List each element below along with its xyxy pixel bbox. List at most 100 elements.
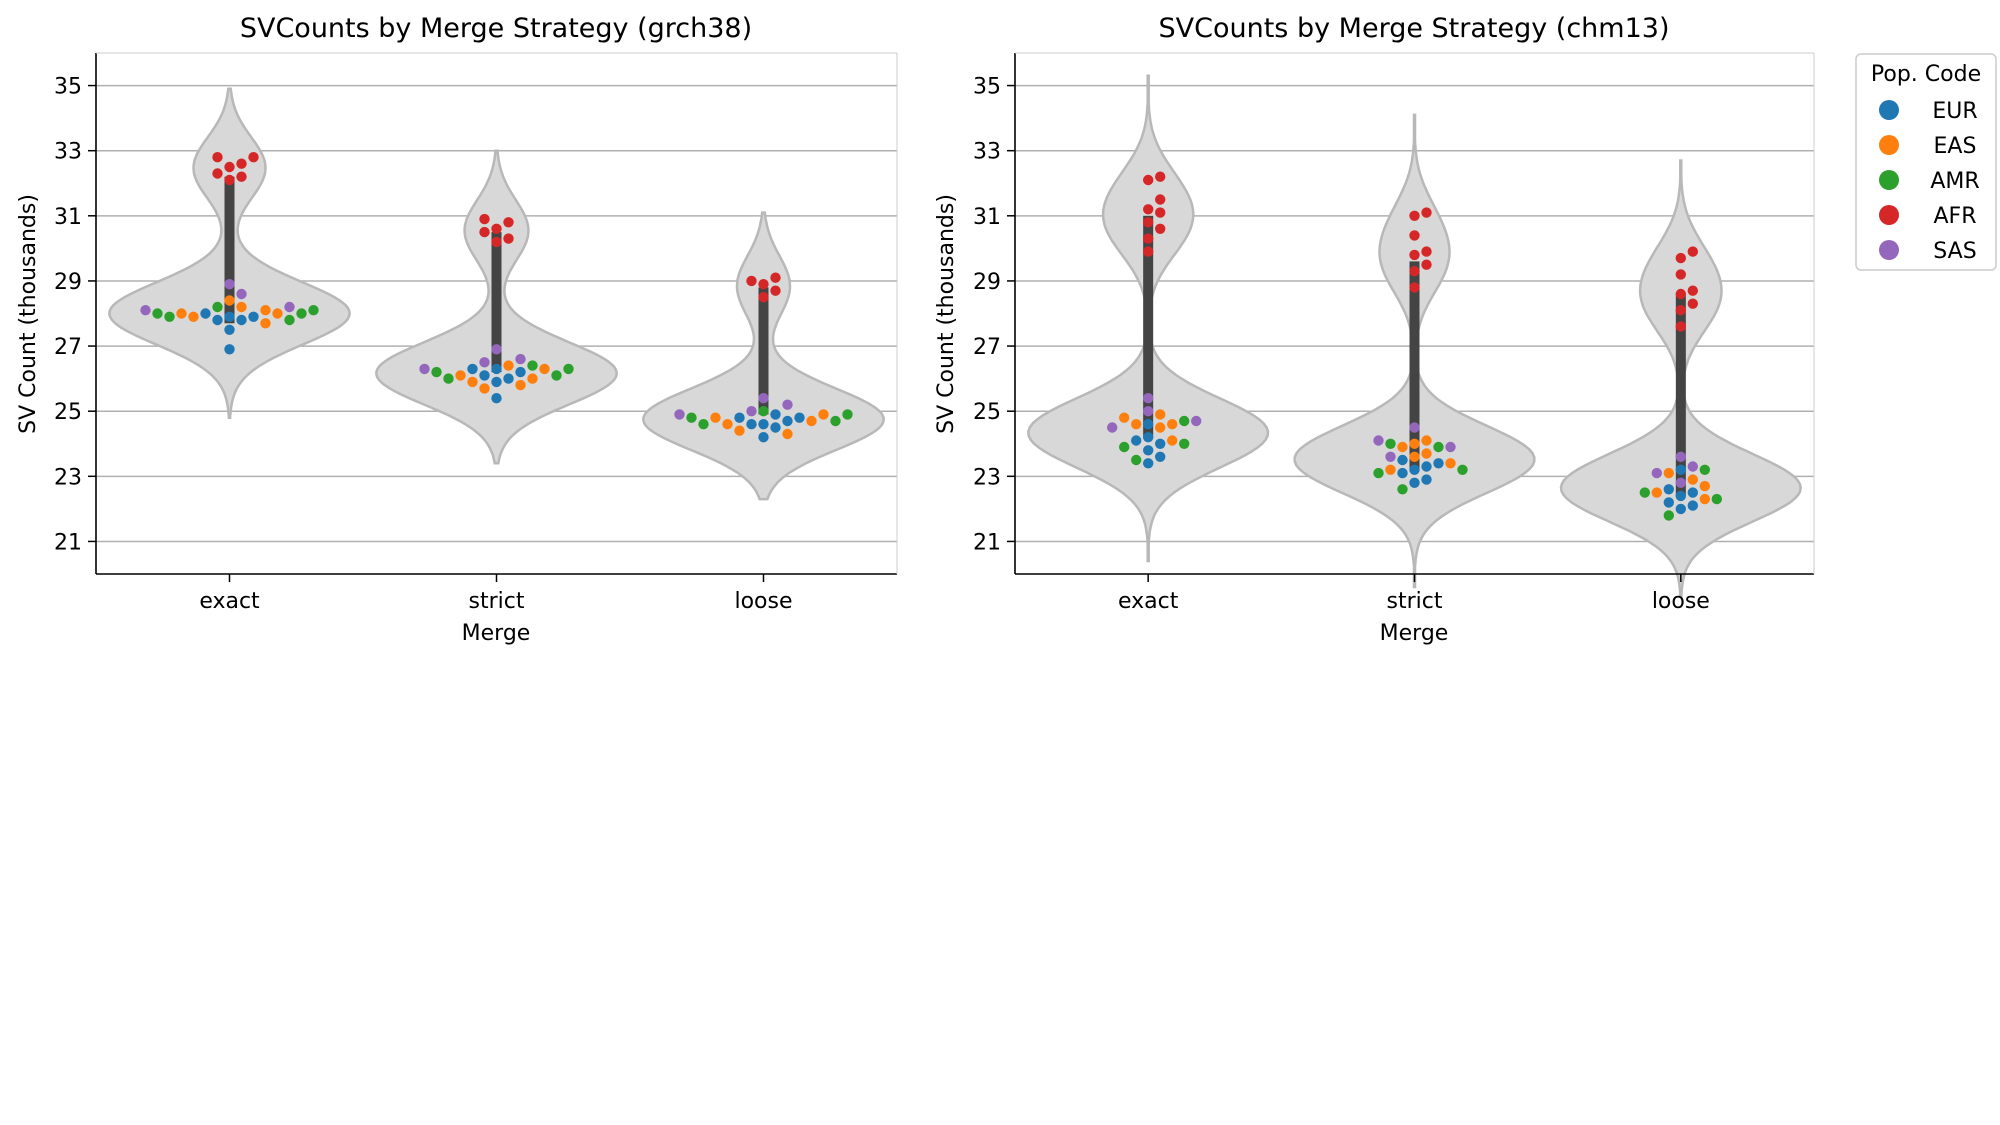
data-point-afr xyxy=(1409,210,1420,221)
data-point-sas xyxy=(1385,451,1396,462)
data-point-sas xyxy=(515,353,526,365)
data-point-eas xyxy=(1409,438,1420,449)
data-point-eur xyxy=(224,324,235,335)
data-point-afr xyxy=(1155,194,1166,205)
data-point-eur xyxy=(1675,503,1687,515)
chart-panel-right: 21 23 25 27 29 31 33 35 exact strict loose SVCount… xyxy=(934,13,1815,646)
data-point-amr xyxy=(1397,484,1408,495)
data-point-amr xyxy=(686,412,697,423)
data-point-eur xyxy=(770,409,781,420)
data-point-eas xyxy=(467,376,478,388)
data-point-eur xyxy=(794,412,805,423)
data-point-eas xyxy=(1385,464,1396,475)
data-point-eur xyxy=(758,419,769,430)
data-point-eur xyxy=(1131,435,1142,446)
data-point-eas xyxy=(1131,419,1142,430)
legend-title: Pop. Code xyxy=(1871,62,1981,87)
data-point-sas xyxy=(224,279,235,290)
data-point-eas xyxy=(1663,467,1675,479)
y-tick-label: 21 xyxy=(54,530,82,555)
data-point-eas xyxy=(1699,493,1711,505)
data-point-sas xyxy=(1651,467,1663,479)
data-point-eur xyxy=(491,393,502,404)
x-axis-label: Merge xyxy=(462,621,531,646)
data-point-afr xyxy=(770,285,781,296)
data-point-eas xyxy=(1155,409,1166,420)
data-point-eas xyxy=(176,308,187,319)
data-point-amr xyxy=(1179,438,1190,449)
data-point-sas xyxy=(1675,477,1687,488)
axes xyxy=(1007,52,1815,582)
data-point-eas xyxy=(1421,435,1432,446)
data-point-afr xyxy=(491,223,502,234)
chart-title: SVCounts by Merge Strategy (grch38) xyxy=(240,13,752,44)
data-point-eur xyxy=(1663,497,1675,508)
violin-box-loose xyxy=(1675,293,1686,496)
legend-marker-eas xyxy=(1879,135,1899,155)
y-tick-label: 35 xyxy=(54,75,82,100)
x-tick-label: exact xyxy=(199,589,260,614)
data-point-amr xyxy=(698,419,709,430)
data-point-sas xyxy=(1675,451,1687,462)
data-point-sas xyxy=(758,393,769,404)
data-point-afr xyxy=(1675,305,1687,316)
y-tick-label: 23 xyxy=(54,465,82,490)
x-axis-label: Merge xyxy=(1380,621,1449,646)
violin-box-loose xyxy=(758,287,769,415)
legend-marker-sas xyxy=(1879,240,1899,260)
data-point-amr xyxy=(164,311,175,322)
data-point-amr xyxy=(296,308,307,319)
violin-box-exact xyxy=(1143,215,1154,438)
data-point-afr xyxy=(236,158,247,169)
data-point-amr xyxy=(830,415,841,427)
data-point-eur xyxy=(248,311,259,322)
data-point-afr xyxy=(770,272,781,283)
data-point-afr xyxy=(1675,321,1687,332)
y-tick-label: 25 xyxy=(54,400,82,425)
legend-marker-amr xyxy=(1879,170,1899,190)
data-point-eas xyxy=(1445,458,1456,469)
data-point-afr xyxy=(1143,246,1154,257)
x-tick-label: strict xyxy=(469,589,525,614)
data-point-afr xyxy=(503,233,514,244)
data-point-eur xyxy=(734,412,745,423)
data-point-eas xyxy=(503,360,514,371)
data-point-eur xyxy=(1675,490,1687,502)
data-point-sas xyxy=(1191,415,1202,427)
data-point-eas xyxy=(710,412,721,423)
data-point-eas xyxy=(806,415,817,427)
data-point-eas xyxy=(1119,412,1130,423)
data-point-afr xyxy=(1675,288,1687,300)
data-point-afr xyxy=(491,236,502,248)
data-point-eur xyxy=(1409,477,1420,488)
data-point-eas xyxy=(224,295,235,306)
data-point-afr xyxy=(1155,223,1166,234)
data-point-afr xyxy=(1409,230,1420,241)
data-point-eur xyxy=(491,376,502,388)
data-point-eas xyxy=(818,409,829,420)
data-point-amr xyxy=(563,363,574,375)
data-point-afr xyxy=(503,217,514,228)
data-point-eur xyxy=(1663,484,1675,495)
data-point-eur xyxy=(1155,438,1166,449)
data-points xyxy=(140,152,853,443)
data-point-amr xyxy=(1131,454,1142,466)
data-point-eas xyxy=(479,383,490,394)
data-point-eas xyxy=(455,370,466,381)
y-tick-label: 31 xyxy=(973,205,1001,230)
data-point-afr xyxy=(1409,266,1420,277)
data-point-eur xyxy=(1397,454,1408,466)
data-point-amr xyxy=(1385,438,1396,449)
data-point-sas xyxy=(1409,422,1420,433)
data-point-afr xyxy=(479,226,490,238)
data-point-afr xyxy=(1409,282,1420,293)
data-point-sas xyxy=(1143,406,1154,417)
data-point-sas xyxy=(674,409,685,420)
data-point-eas xyxy=(1651,487,1663,498)
legend-label-sas: SAS xyxy=(1933,239,1976,264)
data-point-afr xyxy=(224,174,235,186)
y-tick-label: 33 xyxy=(54,140,82,165)
data-point-eur xyxy=(1155,451,1166,462)
data-point-eur xyxy=(200,308,211,319)
x-tick-label: strict xyxy=(1387,589,1443,614)
